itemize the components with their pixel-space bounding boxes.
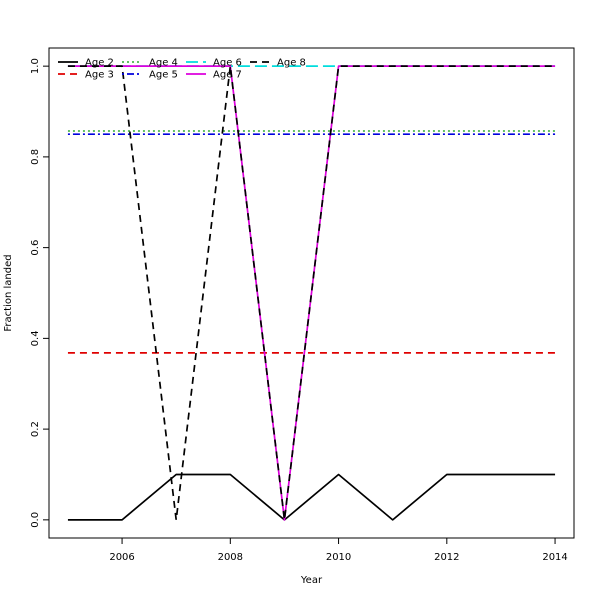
legend-label: Age 7 <box>213 70 242 81</box>
series-line-age-2 <box>67 473 556 521</box>
x-tick-label: 2012 <box>434 552 459 563</box>
legend-label: Age 6 <box>213 58 242 69</box>
legend-item-age-4: Age 4 <box>122 58 178 69</box>
legend-label: Age 8 <box>277 58 306 69</box>
x-axis: 2006 2008 2010 2012 2014 <box>109 538 568 563</box>
x-axis-label: Year <box>300 575 323 586</box>
legend-label: Age 2 <box>85 58 114 69</box>
y-tick-label: 0.0 <box>30 512 41 528</box>
y-tick-label: 0.4 <box>30 330 41 346</box>
legend-item-age-6: Age 6 <box>186 58 242 69</box>
y-tick-label: 0.2 <box>30 421 41 437</box>
x-tick-label: 2006 <box>109 552 134 563</box>
series-line-age-8 <box>67 65 556 521</box>
legend-label: Age 4 <box>149 58 178 69</box>
y-axis: 0.0 0.2 0.4 0.6 0.8 1.0 <box>30 58 49 528</box>
legend-label: Age 3 <box>85 70 114 81</box>
y-tick-label: 1.0 <box>30 58 41 74</box>
x-tick-label: 2014 <box>542 552 567 563</box>
legend-item-age-7: Age 7 <box>186 70 242 81</box>
legend-label: Age 5 <box>149 70 178 81</box>
y-tick-label: 0.6 <box>30 240 41 256</box>
x-tick-label: 2010 <box>326 552 351 563</box>
legend-item-age-3: Age 3 <box>58 70 114 81</box>
series-layer <box>67 65 556 521</box>
legend-item-age-2: Age 2 <box>58 58 114 69</box>
x-tick-label: 2008 <box>218 552 243 563</box>
legend-item-age-5: Age 5 <box>122 70 178 81</box>
y-tick-label: 0.8 <box>30 149 41 165</box>
y-axis-label: Fraction landed <box>3 254 14 331</box>
plot-frame <box>48 47 575 539</box>
legend-item-age-8: Age 8 <box>250 58 306 69</box>
